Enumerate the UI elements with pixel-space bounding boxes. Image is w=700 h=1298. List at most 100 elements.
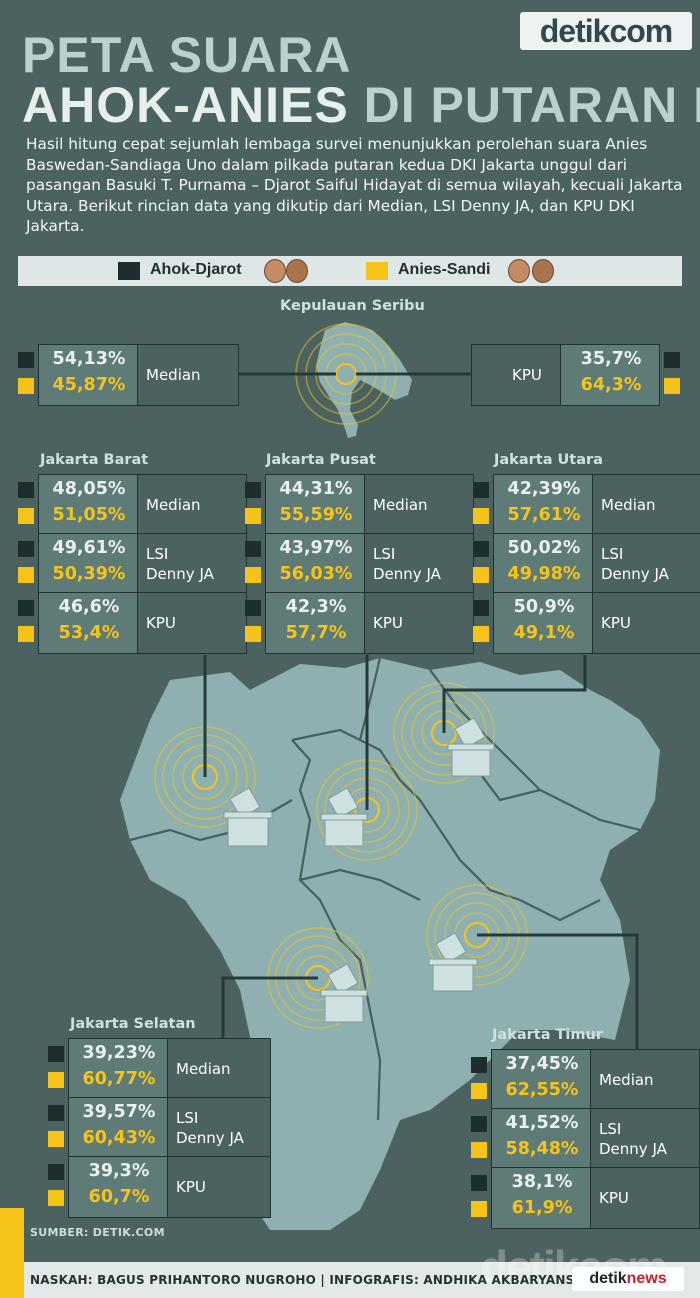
swatch-anies <box>48 1131 64 1147</box>
source-label-box: Median <box>167 1038 271 1100</box>
region-title-jakarta-selatan: Jakarta Selatan <box>70 1016 196 1032</box>
value-box: 50,9% 49,1% <box>493 592 593 654</box>
swatch-ahok <box>664 352 680 368</box>
swatch-anies <box>48 1190 64 1206</box>
value-anies: 60,7% <box>88 1187 150 1207</box>
title-line-2-a: AHOK-ANIES <box>22 77 349 133</box>
detikcom-logo: detikcom <box>520 12 692 50</box>
swatch-anies <box>471 1201 487 1217</box>
swatch-ahok <box>245 482 261 498</box>
value-box: 54,13% 45,87% <box>38 344 138 406</box>
value-ahok: 35,7% <box>580 349 642 369</box>
value-ahok: 44,31% <box>279 479 353 499</box>
source-label-box: KPU <box>590 1167 700 1229</box>
source-label: Median <box>373 496 428 514</box>
swatch-anies <box>18 626 34 642</box>
source-label: LSI Denny JA <box>601 545 669 583</box>
value-box: 50,02% 49,98% <box>493 533 593 595</box>
ballot-box-icon <box>320 963 368 1023</box>
candidate-photo-sandi <box>532 259 554 283</box>
value-anies: 58,48% <box>505 1139 579 1159</box>
swatch-ahok <box>245 541 261 557</box>
source-label: KPU <box>512 366 542 384</box>
source-label-box: Median <box>592 474 700 536</box>
value-ahok: 42,3% <box>285 597 347 617</box>
value-anies: 55,59% <box>279 505 353 525</box>
swatch-anies <box>473 508 489 524</box>
source-label: KPU <box>599 1189 629 1207</box>
swatch-ahok <box>18 541 34 557</box>
swatch-ahok <box>473 482 489 498</box>
accent-stripe <box>0 1208 24 1298</box>
source-label-box: LSI Denny JA <box>364 533 474 595</box>
source-label: Median <box>599 1071 654 1089</box>
source-label: LSI Denny JA <box>176 1109 244 1147</box>
source-label-box: KPU <box>137 592 247 654</box>
source-label-box: Median <box>590 1049 700 1111</box>
legend-swatch-ahok <box>118 262 140 280</box>
value-ahok: 37,45% <box>505 1054 579 1074</box>
swatch-ahok <box>48 1046 64 1062</box>
swatch-anies <box>18 567 34 583</box>
swatch-anies <box>245 567 261 583</box>
source-note: SUMBER: DETIK.COM <box>30 1226 165 1239</box>
swatch-anies <box>18 508 34 524</box>
value-box: 49,61% 50,39% <box>38 533 138 595</box>
value-ahok: 50,02% <box>507 538 581 558</box>
value-anies: 64,3% <box>580 375 642 395</box>
value-ahok: 39,3% <box>88 1161 150 1181</box>
value-anies: 61,9% <box>511 1198 573 1218</box>
region-title-jakarta-pusat: Jakarta Pusat <box>266 452 376 468</box>
title-line-1: PETA SUARA <box>22 27 352 83</box>
title-line-2: AHOK-ANIES DI PUTARAN II <box>22 80 700 130</box>
value-ahok: 39,57% <box>82 1102 156 1122</box>
source-label-box: LSI Denny JA <box>167 1097 271 1159</box>
region-title-kepulauan-seribu: Kepulauan Seribu <box>280 298 425 314</box>
source-label: KPU <box>601 614 631 632</box>
swatch-anies <box>471 1142 487 1158</box>
source-label-box: KPU <box>471 344 561 406</box>
source-label: KPU <box>176 1178 206 1196</box>
value-ahok: 50,9% <box>513 597 575 617</box>
map-island <box>316 322 412 438</box>
source-label: KPU <box>373 614 403 632</box>
swatch-ahok <box>48 1164 64 1180</box>
value-ahok: 43,97% <box>279 538 353 558</box>
value-anies: 60,77% <box>82 1069 156 1089</box>
value-box: 39,23% 60,77% <box>68 1038 168 1100</box>
swatch-ahok <box>471 1175 487 1191</box>
value-box: 46,6% 53,4% <box>38 592 138 654</box>
swatch-anies <box>245 508 261 524</box>
source-label-box: Median <box>137 344 239 406</box>
value-ahok: 49,61% <box>52 538 126 558</box>
value-box: 48,05% 51,05% <box>38 474 138 536</box>
region-title-jakarta-timur: Jakarta Timur <box>492 1027 603 1043</box>
ballot-box-icon <box>320 787 368 847</box>
region-title-jakarta-barat: Jakarta Barat <box>40 452 149 468</box>
source-label: Median <box>146 366 201 384</box>
intro-paragraph: Hasil hitung cepat sejumlah lembaga surv… <box>26 135 683 235</box>
swatch-anies <box>18 378 34 394</box>
swatch-anies <box>245 626 261 642</box>
credit-text: NASKAH: BAGUS PRIHANTORO NUGROHO | INFOG… <box>30 1273 602 1287</box>
value-anies: 57,7% <box>285 623 347 643</box>
value-anies: 56,03% <box>279 564 353 584</box>
value-anies: 49,98% <box>507 564 581 584</box>
value-box: 38,1% 61,9% <box>491 1167 591 1229</box>
value-ahok: 38,1% <box>511 1172 573 1192</box>
value-box: 37,45% 62,55% <box>491 1049 591 1111</box>
detiknews-badge-b: news <box>626 1270 667 1287</box>
source-label: KPU <box>146 614 176 632</box>
value-box: 35,7% 64,3% <box>560 344 660 406</box>
source-label: Median <box>146 496 201 514</box>
swatch-ahok <box>245 600 261 616</box>
value-ahok: 48,05% <box>52 479 126 499</box>
value-box: 39,3% 60,7% <box>68 1156 168 1218</box>
source-label-box: KPU <box>167 1156 271 1218</box>
ballot-box-icon <box>447 717 495 777</box>
source-label: Median <box>176 1060 231 1078</box>
value-ahok: 39,23% <box>82 1043 156 1063</box>
value-anies: 50,39% <box>52 564 126 584</box>
value-ahok: 41,52% <box>505 1113 579 1133</box>
source-label: LSI Denny JA <box>599 1120 667 1158</box>
